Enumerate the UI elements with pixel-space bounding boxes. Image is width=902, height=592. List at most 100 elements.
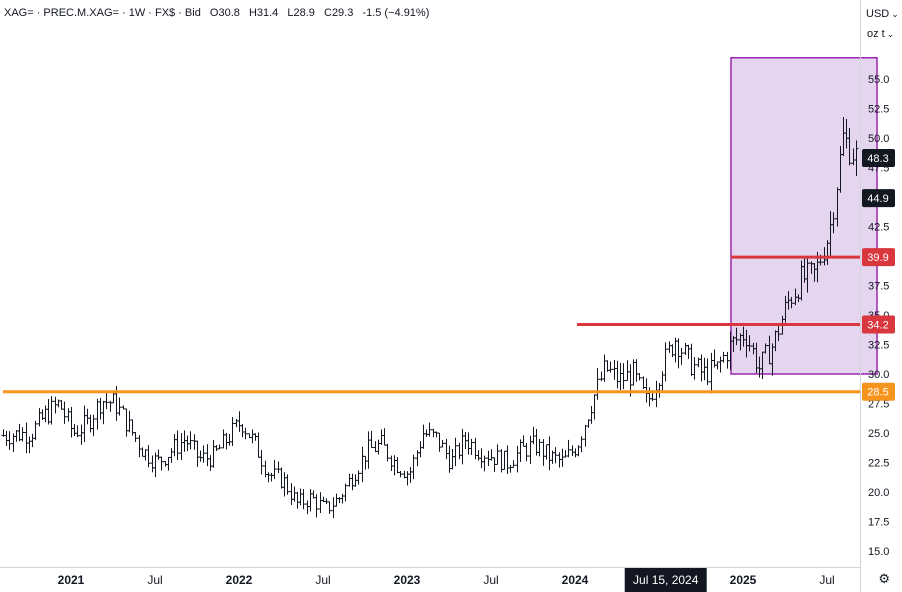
ohlc-bar — [49, 396, 54, 425]
ohlc-bar — [473, 437, 478, 460]
symbol-legend: XAG= · PREC.M.XAG= · 1W · FX$ · Bid O30.… — [4, 7, 435, 19]
ohlc-bar — [250, 429, 255, 444]
ohlc-bar — [379, 429, 384, 445]
ohlc-bar — [763, 343, 768, 354]
ohlc-bar — [327, 501, 332, 514]
ohlc-bar — [486, 450, 491, 467]
ohlc-bar — [602, 354, 607, 382]
ohlc-bar — [389, 455, 394, 472]
currency-select[interactable]: USD ⌄ — [866, 8, 899, 20]
price-badge-label: 28.5 — [867, 387, 888, 399]
ohlc-bar — [85, 408, 90, 425]
ohlc-bar — [747, 335, 752, 352]
ohlc-bar — [201, 445, 206, 463]
ohlc-bar — [667, 341, 672, 353]
ohlc-bar — [195, 440, 200, 467]
ohlc-bar — [33, 420, 38, 441]
ohlc-bar — [295, 491, 300, 509]
ohlc-bar — [140, 447, 145, 457]
ohlc-bar — [789, 296, 794, 309]
ohlc-bar — [146, 445, 151, 468]
low-value: L28.9 — [287, 7, 315, 19]
ohlc-bar — [318, 492, 323, 514]
price-tick-label: 25.0 — [868, 428, 889, 440]
ohlc-bar — [499, 449, 504, 473]
ohlc-bar — [654, 380, 659, 408]
ohlc-bar — [169, 448, 174, 463]
ohlc-bar — [479, 448, 484, 469]
unit-select[interactable]: oz t ⌄ — [867, 28, 894, 40]
ohlc-bar — [30, 433, 35, 448]
symbol-name[interactable]: XAG= · PREC.M.XAG= · 1W · FX$ · Bid — [4, 7, 201, 19]
ohlc-bar — [418, 441, 423, 458]
ohlc-bar — [188, 431, 193, 450]
ohlc-bar — [91, 414, 96, 437]
ohlc-bar — [17, 423, 22, 442]
ohlc-bar — [647, 387, 652, 407]
ohlc-bar — [531, 426, 536, 445]
ohlc-bar — [392, 455, 397, 476]
ohlc-bar — [544, 444, 549, 460]
ohlc-bar — [373, 441, 378, 453]
close-value: C29.3 — [323, 7, 354, 19]
ohlc-bar — [489, 449, 494, 461]
ohlc-bar — [709, 352, 714, 394]
ohlc-bar — [508, 464, 513, 473]
ohlc-bar — [702, 357, 707, 381]
ohlc-bar — [104, 391, 109, 409]
ohlc-bar — [127, 410, 132, 433]
ohlc-bar — [579, 436, 584, 453]
ohlc-bar — [854, 140, 859, 176]
ohlc-bar — [615, 360, 620, 389]
time-tick-label: Jul — [147, 573, 162, 587]
ohlc-bar — [466, 432, 471, 455]
ohlc-bar — [663, 342, 668, 382]
ohlc-bar — [805, 256, 810, 293]
ohlc-bar — [457, 442, 462, 460]
ohlc-bar — [440, 440, 445, 448]
price-tick-label: 22.5 — [868, 458, 889, 470]
ohlc-bar — [534, 429, 539, 456]
ohlc-bar — [360, 446, 365, 483]
ohlc-bar — [314, 494, 319, 518]
chevron-down-icon: ⌄ — [891, 9, 899, 19]
ohlc-bar — [608, 361, 613, 373]
ohlc-bar — [37, 408, 42, 427]
ohlc-bar — [69, 407, 74, 438]
ohlc-bar — [595, 368, 600, 400]
ohlc-bar — [301, 488, 306, 510]
ohlc-bar — [276, 461, 281, 474]
ohlc-bar — [308, 489, 313, 512]
ohlc-bar — [289, 483, 294, 506]
ohlc-bar — [592, 394, 597, 420]
ohlc-bar — [547, 436, 552, 471]
ohlc-bar — [469, 438, 474, 456]
ohlc-bar — [24, 422, 29, 454]
ohlc-bar — [696, 357, 701, 368]
ohlc-bar — [340, 493, 345, 504]
ohlc-bar — [150, 455, 155, 473]
ohlc-bar — [14, 430, 19, 442]
ohlc-bar — [159, 456, 164, 471]
ohlc-bar — [331, 497, 336, 519]
time-tick-label: Jul — [483, 573, 498, 587]
ohlc-bar — [95, 398, 100, 430]
price-badge-label: 48.3 — [867, 153, 888, 165]
ohlc-bar — [175, 430, 180, 460]
ohlc-bar — [847, 127, 852, 166]
time-tick-label: 2024 — [562, 573, 589, 587]
ohlc-bar — [172, 434, 177, 457]
ohlc-bar — [88, 414, 93, 433]
ohlc-bar — [221, 429, 226, 449]
ohlc-bar — [566, 439, 571, 458]
ohlc-bar — [495, 444, 500, 465]
ohlc-bar — [705, 358, 710, 386]
ohlc-bar — [363, 455, 368, 470]
ohlc-bar — [831, 212, 836, 234]
time-tick-label: Jul 15, 2024 — [633, 573, 699, 587]
gear-icon[interactable]: ⚙ — [878, 571, 890, 586]
ohlc-bar — [43, 405, 48, 423]
ohlc-bar — [198, 450, 203, 462]
ohlc-bar — [686, 344, 691, 359]
